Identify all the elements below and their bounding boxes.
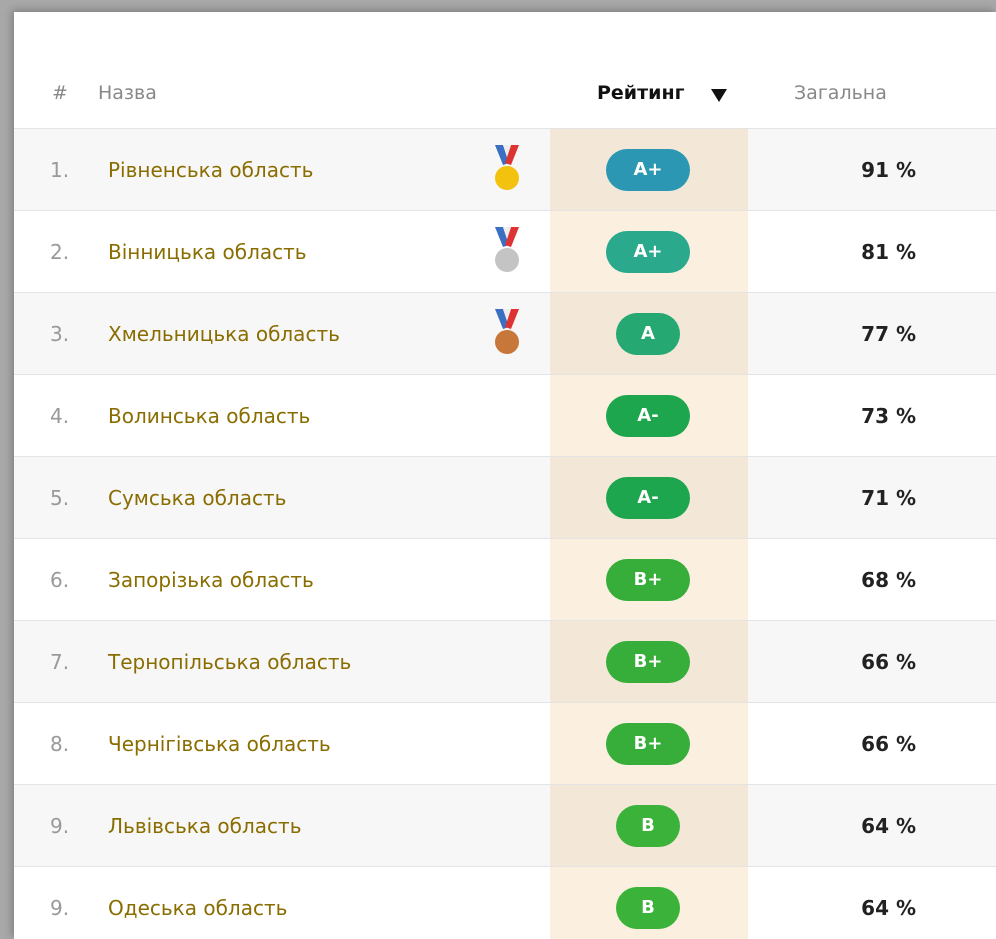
region-name[interactable]: Вінницька область (108, 240, 307, 264)
total-score: 64 % (861, 896, 916, 920)
total-score: 73 % (861, 404, 916, 428)
rank: 3. (50, 322, 70, 346)
grade-badge: A (616, 313, 680, 355)
total-score: 64 % (861, 814, 916, 838)
total-score: 81 % (861, 240, 916, 264)
total-score: 66 % (861, 732, 916, 756)
rank: 6. (50, 568, 70, 592)
rank: 9. (50, 814, 70, 838)
rank: 8. (50, 732, 70, 756)
table-row[interactable]: 9. Львівська область B 64 % (14, 784, 996, 867)
table-row[interactable]: 9. Одеська область B 64 % (14, 866, 996, 939)
table-row[interactable]: 7. Тернопільська область B+ 66 % (14, 620, 996, 703)
rank: 5. (50, 486, 70, 510)
region-name[interactable]: Рівненська область (108, 158, 314, 182)
region-name[interactable]: Львівська область (108, 814, 302, 838)
total-score: 71 % (861, 486, 916, 510)
rank: 2. (50, 240, 70, 264)
rank: 9. (50, 896, 70, 920)
ranking-table: # Назва Рейтинг Загальна 1. Рівненська об… (14, 12, 996, 939)
medal (495, 309, 519, 354)
table-row[interactable]: 5. Сумська область A- 71 % (14, 456, 996, 539)
table-row[interactable]: 3. Хмельницька область A 77 % (14, 292, 996, 375)
grade-badge: A+ (606, 149, 690, 191)
rank: 7. (50, 650, 70, 674)
region-name[interactable]: Тернопільська область (108, 650, 352, 674)
sort-arrow[interactable] (710, 87, 728, 103)
total-score: 66 % (861, 650, 916, 674)
header-rank: # (52, 82, 68, 104)
grade-badge: A+ (606, 231, 690, 273)
rank: 4. (50, 404, 70, 428)
region-name[interactable]: Волинська область (108, 404, 311, 428)
medal (495, 145, 519, 190)
grade-badge: B+ (606, 559, 690, 601)
total-score: 91 % (861, 158, 916, 182)
grade-badge: B (616, 887, 680, 929)
region-name[interactable]: Чернігівська область (108, 732, 331, 756)
table-row[interactable]: 8. Чернігівська область B+ 66 % (14, 702, 996, 785)
region-name[interactable]: Сумська область (108, 486, 287, 510)
table-row[interactable]: 2. Вінницька область A+ 81 % (14, 210, 996, 293)
grade-badge: A- (606, 477, 690, 519)
table-row[interactable]: 4. Волинська область A- 73 % (14, 374, 996, 457)
header-total: Загальна (794, 82, 887, 104)
region-name[interactable]: Хмельницька область (108, 322, 340, 346)
grade-badge: A- (606, 395, 690, 437)
total-score: 77 % (861, 322, 916, 346)
grade-badge: B+ (606, 723, 690, 765)
medal (495, 227, 519, 272)
table-row[interactable]: 6. Запорізька область B+ 68 % (14, 538, 996, 621)
table-row[interactable]: 1. Рівненська область A+ 91 % (14, 128, 996, 211)
region-name[interactable]: Одеська область (108, 896, 288, 920)
header-rating[interactable]: Рейтинг (597, 82, 685, 104)
region-name[interactable]: Запорізька область (108, 568, 314, 592)
rank: 1. (50, 158, 70, 182)
grade-badge: B+ (606, 641, 690, 683)
grade-badge: B (616, 805, 680, 847)
total-score: 68 % (861, 568, 916, 592)
header-name: Назва (98, 82, 157, 104)
